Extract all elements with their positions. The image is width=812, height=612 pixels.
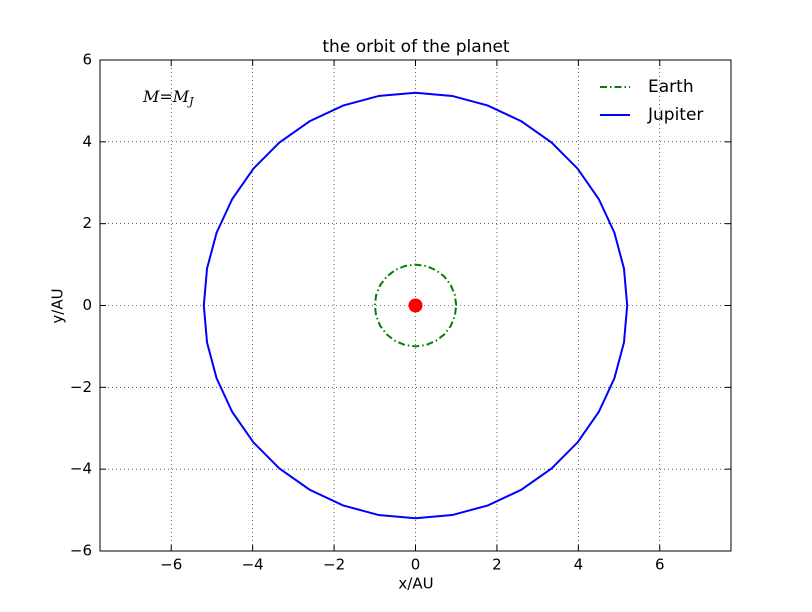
plot-frame (99, 59, 732, 552)
x-axis-label: x/AU (398, 575, 433, 593)
y-tick-label: 4 (82, 132, 92, 150)
annotation-subscript: J (187, 95, 194, 108)
legend-label: Earth (648, 77, 694, 97)
x-tick-label: 6 (655, 556, 665, 574)
y-tick-label: 0 (82, 296, 92, 314)
y-tick-label: 2 (82, 214, 92, 232)
y-tick-label: 6 (82, 51, 92, 69)
sun-marker (408, 298, 423, 313)
y-tick-label: −4 (70, 460, 92, 478)
x-tick-label: 2 (492, 556, 502, 574)
chart-title: the orbit of the planet (322, 37, 510, 57)
annotation: M=MJ (142, 87, 194, 109)
x-tick-label: −6 (160, 556, 182, 574)
x-tick-label: 0 (411, 556, 421, 574)
y-axis-label: y/AU (49, 288, 67, 323)
y-tick-label: −6 (70, 542, 92, 560)
orbit-line (373, 263, 458, 348)
y-tick-label: −2 (70, 378, 92, 396)
orbit-line (202, 91, 629, 520)
legend-label: Jupiter (647, 105, 703, 125)
x-tick-label: 4 (574, 556, 584, 574)
x-tick-label: −4 (242, 556, 264, 574)
annotation-text: M=M (142, 87, 190, 106)
x-tick-label: −2 (323, 556, 345, 574)
